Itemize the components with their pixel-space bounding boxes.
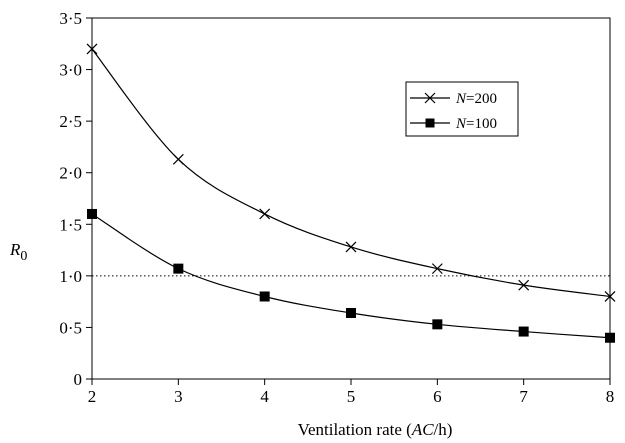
x-axis-title-prefix: Ventilation rate ( [298, 420, 413, 439]
point-n100-2 [259, 291, 270, 302]
point-n200-4 [431, 263, 443, 275]
point-n100-5 [518, 326, 529, 337]
point-n200-5 [518, 279, 530, 291]
y-tick-label-0: 0 [74, 370, 83, 389]
legend-label-n200: N=200 [455, 91, 497, 107]
y-tick-label-6: 3·0 [59, 61, 82, 80]
point-n100-3 [346, 307, 356, 318]
point-n200-6 [604, 291, 616, 302]
legend-marker-n200 [424, 92, 436, 104]
x-axis-title: Ventilation rate (AC/h) [298, 420, 453, 439]
point-n200-2 [259, 208, 271, 220]
series-line-n200 [91, 48, 611, 298]
legend-marker-n100 [425, 118, 435, 128]
legend-label-n200-italic: N [455, 91, 467, 107]
x-tick-label-4: 6 [433, 387, 442, 406]
y-tick-label-4: 2·0 [59, 164, 82, 183]
y-tick-label-5: 2·5 [59, 112, 82, 131]
point-n100-0 [87, 208, 97, 219]
x-tick-label-5: 7 [519, 387, 528, 406]
legend-label-n200-rest: =200 [466, 91, 497, 107]
y-tick-label-1: 0·5 [59, 318, 82, 337]
x-axis-title-italic: AC [411, 420, 434, 439]
legend: N=200 N=100 [405, 81, 519, 137]
point-n200-1 [172, 153, 184, 165]
legend-label-n100-rest: =100 [466, 116, 497, 132]
y-tick-label-7: 3·5 [59, 9, 82, 28]
x-tick-label-2: 4 [260, 387, 269, 406]
x-tick-label-0: 2 [88, 387, 97, 406]
point-n100-1 [173, 263, 184, 274]
plot-frame [91, 17, 611, 380]
y-axis-title-main: R [9, 240, 21, 259]
point-n100-4 [432, 319, 443, 330]
point-n200-3 [345, 241, 357, 253]
point-n100-6 [605, 332, 615, 343]
legend-box [405, 81, 519, 137]
point-n200-0 [86, 43, 98, 55]
x-tick-label-1: 3 [174, 387, 183, 406]
y-tick-label-3: 1·5 [59, 215, 82, 234]
legend-label-n100-italic: N [455, 116, 467, 132]
y-axis-title-subscript: 0 [20, 249, 27, 264]
plot-area: 0 0·5 1·0 1·5 2·0 2·5 3·0 3·5 2 3 4 5 6 7 8 [59, 9, 616, 406]
x-tick-label-6: 8 [606, 387, 615, 406]
legend-label-n100: N=100 [455, 116, 497, 132]
y-axis-title: R0 [9, 240, 27, 264]
x-axis-title-suffix: /h) [434, 420, 453, 439]
y-tick-label-2: 1·0 [59, 267, 82, 286]
x-tick-label-3: 5 [347, 387, 356, 406]
